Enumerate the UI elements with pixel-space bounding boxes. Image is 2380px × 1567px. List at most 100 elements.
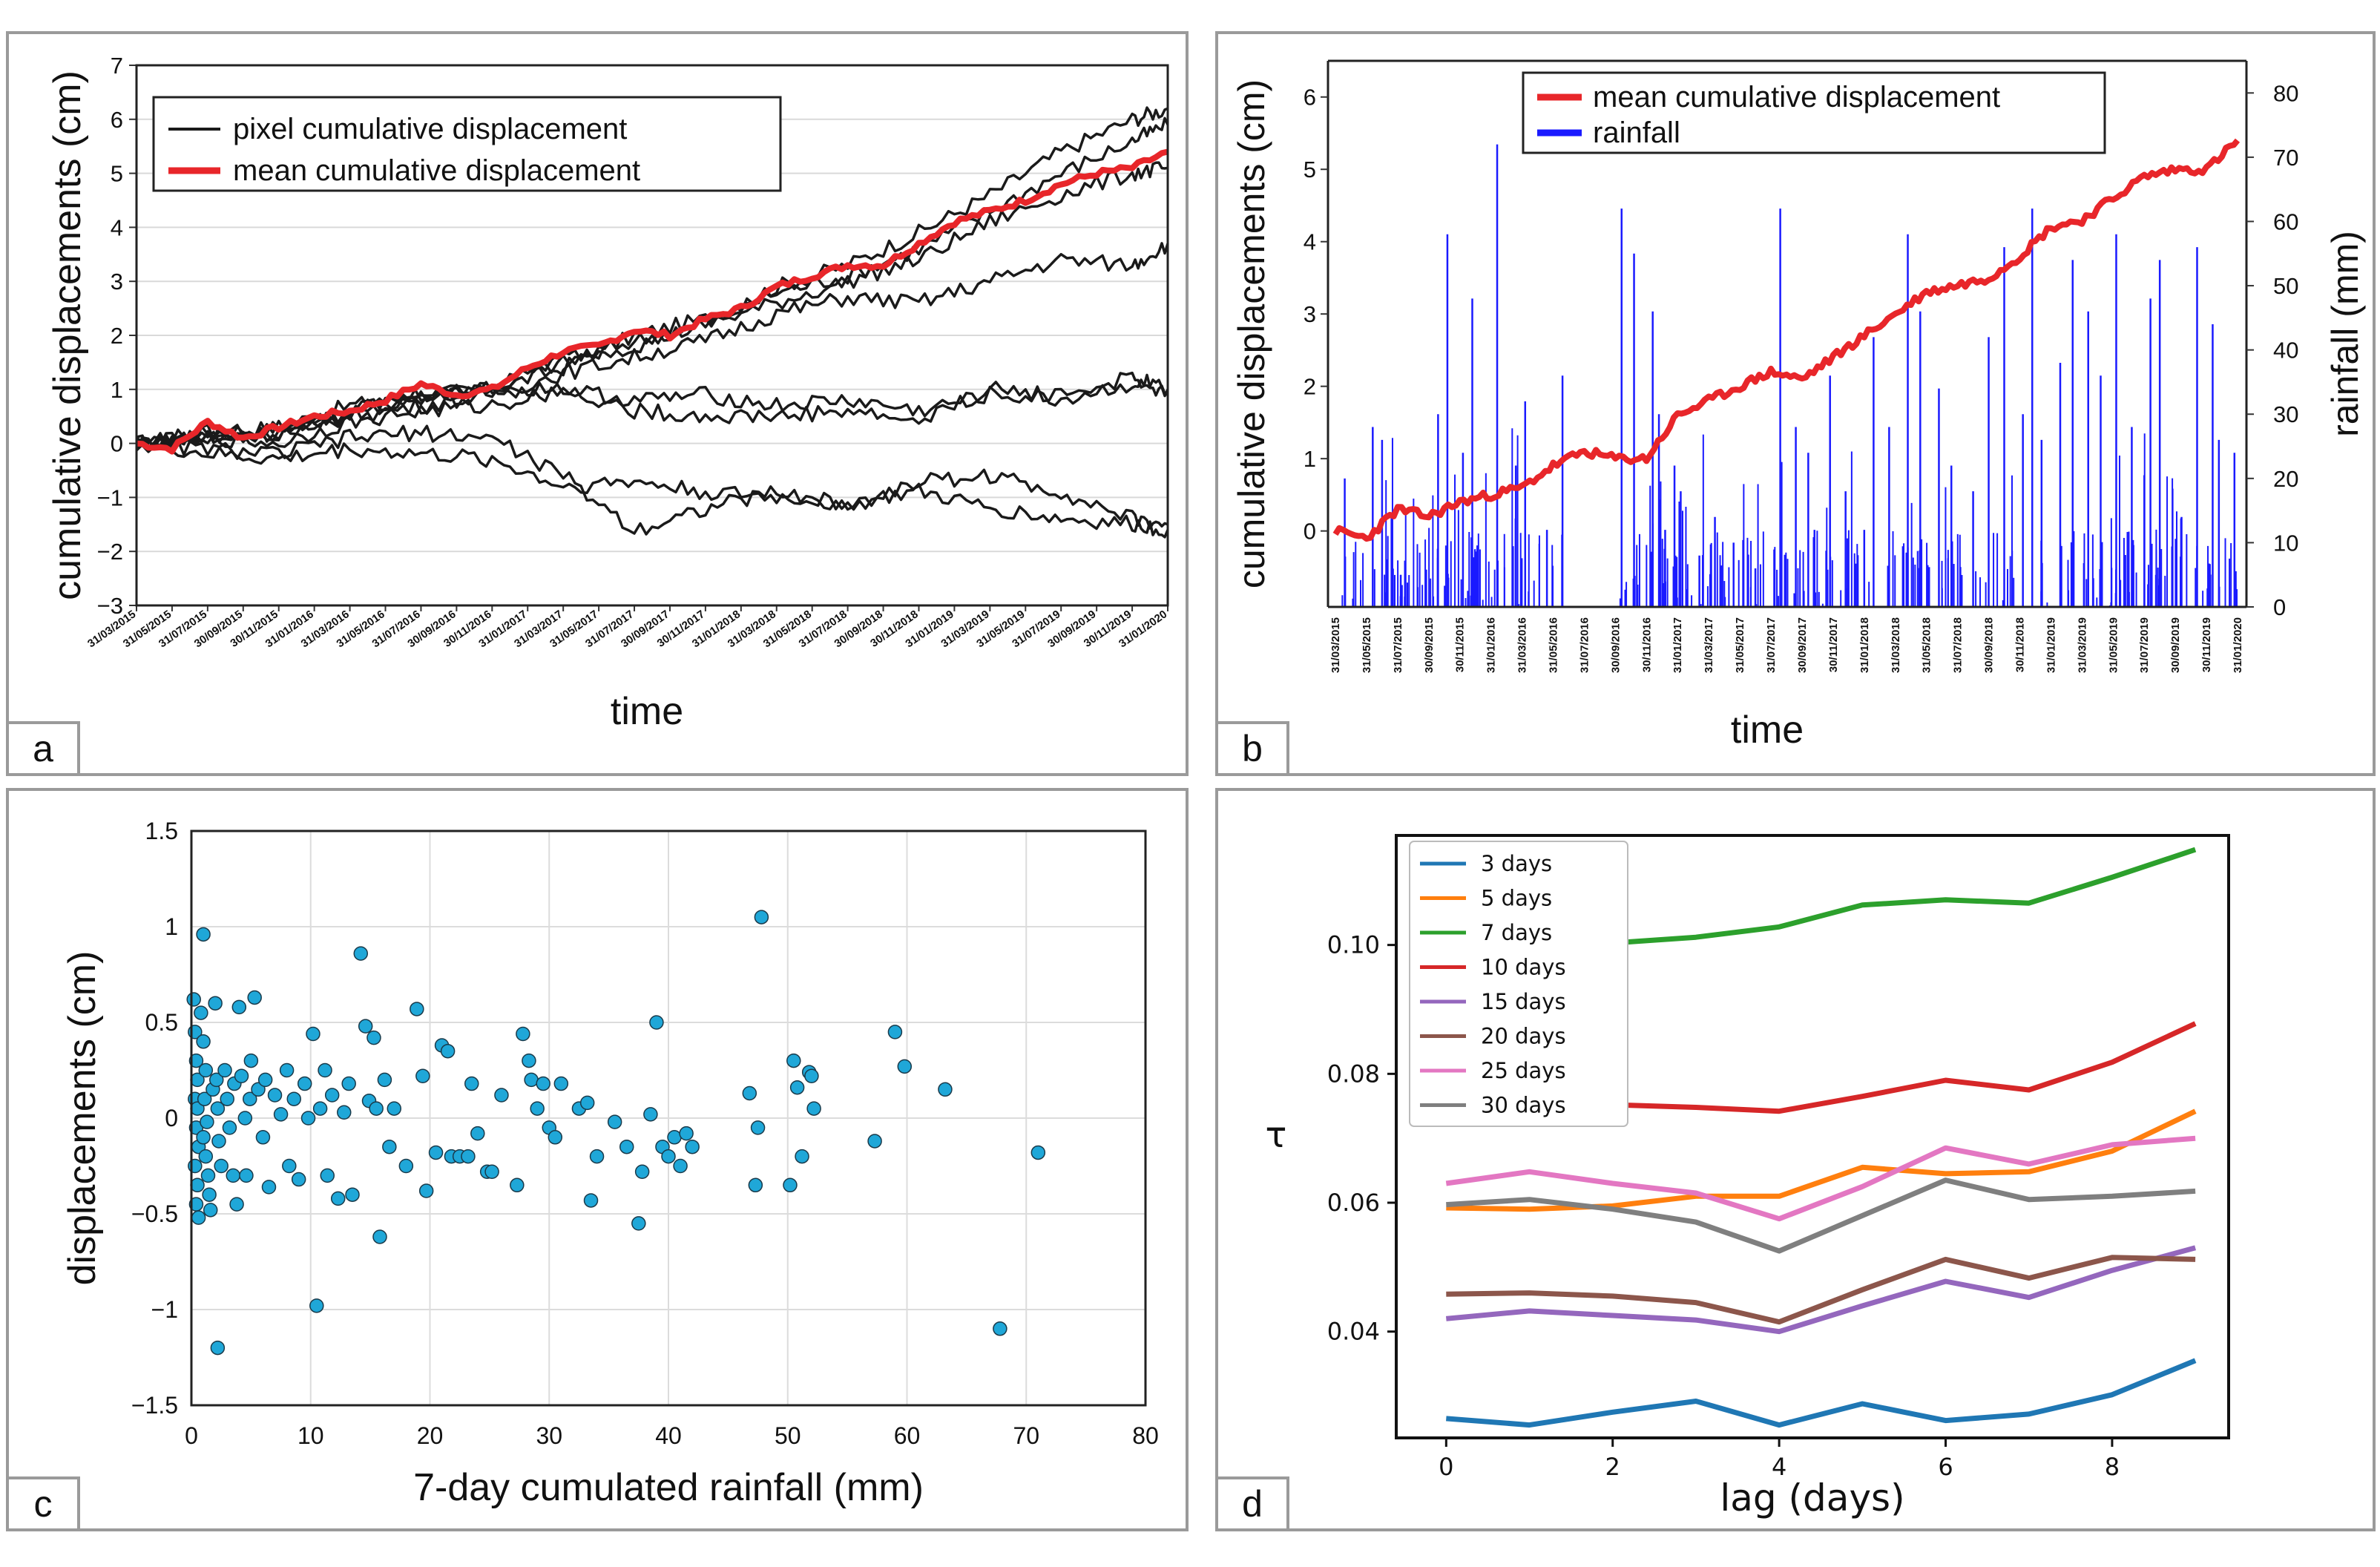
scatter-point bbox=[607, 1114, 622, 1129]
legend-box bbox=[1522, 71, 2106, 154]
x-tick-label: 6 bbox=[1938, 1453, 1953, 1481]
scatter-point bbox=[208, 996, 223, 1011]
y-tick-label: 2 bbox=[111, 323, 123, 349]
scatter-point bbox=[579, 1095, 595, 1111]
scatter-point bbox=[229, 1197, 244, 1212]
pixel-displacement-line bbox=[135, 439, 1169, 539]
scatter-point bbox=[194, 1005, 208, 1020]
y-tick-label: 7 bbox=[111, 53, 123, 79]
legend-label: mean cumulative displacement bbox=[1593, 81, 2000, 114]
pixel-displacement-line bbox=[136, 371, 1169, 451]
scatter-point bbox=[461, 1149, 476, 1164]
x-tick-label: 31/07/2016 bbox=[1578, 617, 1591, 673]
y-tick-label: 0.06 bbox=[1327, 1189, 1380, 1217]
panel-label-a: a bbox=[9, 721, 80, 773]
scatter-point bbox=[320, 1168, 335, 1183]
scatter-point bbox=[661, 1149, 676, 1164]
panel-b: 0 1 2 3 4 5 6 0 10 20 30 40 50 60 70 80 31/03/2015 31/05/… bbox=[1215, 31, 2376, 776]
scatter-point bbox=[667, 1130, 682, 1145]
scatter-point bbox=[897, 1059, 913, 1074]
y-tick-label: 3 bbox=[111, 269, 123, 295]
scatter-point bbox=[806, 1101, 821, 1116]
scatter-point bbox=[583, 1193, 599, 1208]
x-tick-label: 31/03/2019 bbox=[2076, 617, 2088, 673]
scatter-point bbox=[196, 1130, 211, 1145]
scatter-point bbox=[188, 1053, 204, 1068]
y-tick-label: 5 bbox=[1304, 157, 1316, 183]
scatter-point bbox=[372, 1229, 387, 1244]
tau-line bbox=[1446, 1108, 2197, 1212]
scatter-point bbox=[267, 1088, 283, 1103]
panel-label-d: d bbox=[1218, 1476, 1289, 1528]
scatter-point bbox=[291, 1172, 306, 1187]
x-axis-label: 7-day cumulated rainfall (mm) bbox=[413, 1466, 924, 1509]
scatter-point bbox=[470, 1126, 485, 1141]
scatter-point bbox=[548, 1130, 563, 1145]
scatter-point bbox=[282, 1158, 297, 1174]
chart-a: −3−2−10123456731/03/201531/05/201531/07/… bbox=[46, 53, 1169, 733]
scatter-point bbox=[286, 1091, 301, 1106]
scatter-point bbox=[649, 1015, 664, 1030]
scatter-point bbox=[938, 1082, 953, 1097]
y-right-tick-label: 20 bbox=[2273, 466, 2298, 492]
y-tick-label: 0.04 bbox=[1327, 1318, 1380, 1346]
scatter-point bbox=[300, 1111, 316, 1126]
x-tick-label: 31/07/2015 bbox=[1392, 617, 1404, 673]
scatter-point bbox=[685, 1139, 700, 1154]
y-right-tick-label: 0 bbox=[2273, 594, 2286, 620]
y-tick-label: 0.10 bbox=[1327, 931, 1380, 959]
scatter-point bbox=[398, 1158, 414, 1174]
x-tick-label: 30/09/2019 bbox=[2169, 617, 2182, 673]
x-tick-label: 30/09/2015 bbox=[1423, 617, 1436, 673]
scatter-point bbox=[186, 992, 201, 1007]
tau-line bbox=[1446, 1255, 2196, 1325]
plot-frame bbox=[190, 830, 1147, 1407]
legend-label: 10 days bbox=[1481, 955, 1566, 980]
x-tick-label: 31/01/2018 bbox=[1858, 617, 1871, 673]
scatter-point bbox=[243, 1053, 259, 1068]
tau-line bbox=[1445, 1245, 2197, 1335]
scatter-point bbox=[673, 1158, 688, 1174]
x-tick-label: 30 bbox=[536, 1422, 562, 1449]
x-tick-label: 30/09/2018 bbox=[1983, 617, 1996, 673]
scatter-point bbox=[210, 1101, 226, 1116]
y-tick-label: 4 bbox=[111, 214, 123, 240]
scatter-point bbox=[202, 1187, 217, 1202]
scatter-point bbox=[887, 1025, 903, 1039]
x-tick-label: 0 bbox=[1439, 1453, 1453, 1481]
y-axis-label: displacements (cm) bbox=[61, 951, 104, 1286]
plot-frame bbox=[1395, 834, 2230, 1439]
x-tick-label: 31/05/2016 bbox=[1548, 617, 1560, 673]
panel-label-b: b bbox=[1218, 721, 1289, 773]
panel-label-c: c bbox=[9, 1476, 80, 1528]
y-tick-label: 0 bbox=[111, 431, 123, 457]
y-right-tick-label: 70 bbox=[2273, 145, 2298, 171]
scatter-point bbox=[382, 1139, 397, 1154]
legend-label: rainfall bbox=[1593, 116, 1680, 149]
scatter-point bbox=[522, 1053, 536, 1068]
x-tick-label: 31/07/2017 bbox=[1765, 617, 1778, 673]
legend-label: pixel cumulative displacement bbox=[233, 113, 627, 145]
y-axis-label: cumulative displacements (cm) bbox=[46, 70, 89, 600]
legend-label: 5 days bbox=[1481, 886, 1552, 911]
scatter-point bbox=[203, 1203, 218, 1218]
x-tick-label: 0 bbox=[185, 1422, 198, 1449]
tau-line bbox=[1446, 1358, 2197, 1428]
x-tick-label: 31/05/2018 bbox=[1921, 617, 1933, 673]
y-tick-label: −1 bbox=[151, 1296, 178, 1323]
scatter-point bbox=[553, 1076, 569, 1091]
y-right-tick-label: 40 bbox=[2273, 338, 2298, 364]
scatter-point bbox=[589, 1149, 605, 1164]
scatter-point bbox=[337, 1105, 352, 1120]
mean-displacement-line bbox=[1332, 138, 2241, 542]
y-right-tick-label: 30 bbox=[2273, 401, 2298, 427]
y-tick-label: 0 bbox=[1304, 519, 1316, 545]
x-tick-label: 31/05/2019 bbox=[2107, 617, 2120, 673]
scatter-point bbox=[748, 1177, 763, 1193]
scatter-point bbox=[804, 1068, 819, 1083]
pixel-displacement-line bbox=[136, 424, 1168, 536]
scatter-point bbox=[415, 1068, 430, 1083]
scatter-point bbox=[783, 1177, 798, 1193]
scatter-point bbox=[251, 1082, 266, 1097]
x-tick-label: 8 bbox=[2105, 1453, 2120, 1481]
